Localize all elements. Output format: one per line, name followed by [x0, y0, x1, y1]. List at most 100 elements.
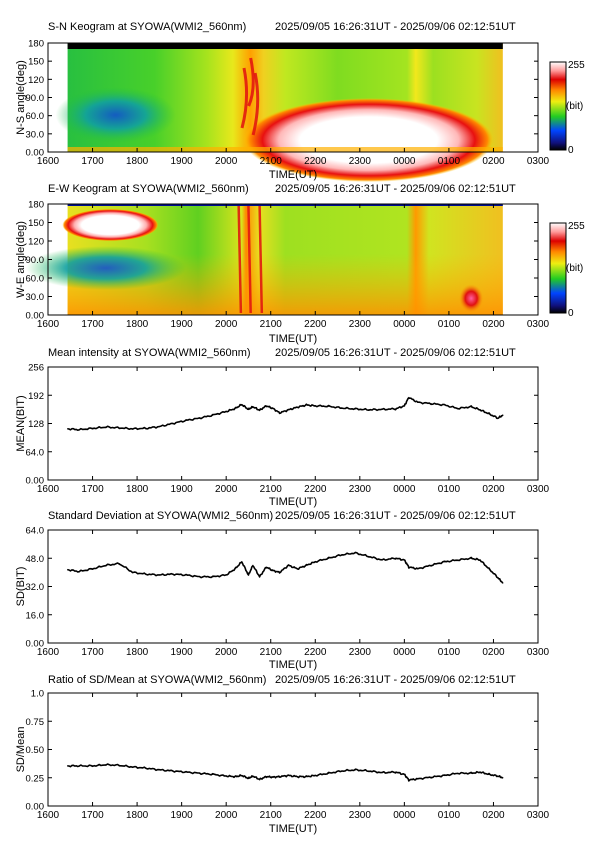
x-tick-label: 2300: [349, 156, 372, 167]
data-point: [287, 409, 290, 411]
data-point: [497, 577, 499, 579]
x-tick-label: 0200: [482, 156, 505, 167]
keogram-image: [55, 43, 503, 182]
y-tick-label: 120: [28, 75, 44, 86]
y-tick-label: 60.0: [26, 274, 45, 285]
colorbar-max-label: 255: [568, 221, 585, 232]
colorbar-max-label: 255: [568, 60, 585, 71]
panel-3: Standard Deviation at SYOWA(WMI2_560nm) 2…: [15, 510, 550, 671]
time-range: 2025/09/05 16:26:31UT - 2025/09/06 02:12…: [275, 510, 516, 522]
data-point: [368, 555, 370, 558]
data-point: [479, 559, 481, 561]
data-point: [296, 406, 299, 408]
data-point: [417, 401, 419, 403]
panel-0: S-N Keogram at SYOWA(WMI2_560nm) 2025/09/…: [15, 21, 550, 181]
dark-region: [25, 246, 186, 290]
colorbar-unit: (bit): [566, 263, 583, 274]
data-point: [158, 769, 160, 771]
x-tick-label: 1600: [37, 810, 60, 821]
x-tick-label: 1900: [171, 647, 194, 658]
x-tick-label: 1700: [81, 484, 104, 495]
colorbar-unit: (bit): [566, 101, 583, 112]
x-tick-label: 0100: [438, 319, 461, 330]
x-tick-label: 0300: [527, 484, 550, 495]
data-point: [241, 774, 243, 777]
data-point: [252, 775, 254, 777]
data-point: [91, 568, 94, 570]
data-point: [403, 405, 405, 407]
x-tick-label: 0300: [527, 647, 550, 658]
data-point: [470, 557, 472, 559]
x-tick-label: 1700: [81, 810, 104, 821]
x-tick-label: 0100: [438, 484, 461, 495]
time-range: 2025/09/05 16:26:31UT - 2025/09/06 02:12…: [275, 183, 516, 195]
y-tick-label: 180: [28, 200, 44, 211]
data-point: [470, 772, 472, 774]
x-tick-label: 2000: [215, 484, 238, 495]
data-point: [247, 574, 250, 576]
data-point: [403, 773, 405, 775]
data-point: [287, 564, 290, 566]
series-line: [67, 763, 503, 782]
zenith-mask: [67, 43, 503, 49]
series-line: [67, 551, 504, 584]
y-tick-label: 30.0: [26, 129, 45, 140]
data-point: [185, 419, 187, 422]
data-point: [158, 425, 160, 428]
y-tick-label: 0.00: [26, 639, 45, 650]
y-axis-label: W-E angle(deg): [15, 221, 27, 298]
colorbar-min-label: 0: [568, 308, 574, 319]
edge-band: [67, 204, 503, 206]
x-tick-label: 2100: [260, 484, 283, 495]
x-tick-label: 2300: [349, 647, 372, 658]
data-point: [132, 571, 134, 573]
x-tick-label: 1900: [171, 319, 194, 330]
panel-1: E-W Keogram at SYOWA(WMI2_560nm) 2025/09/…: [15, 183, 550, 345]
data-point: [198, 417, 201, 419]
data-point: [394, 408, 397, 410]
y-tick-label: 1.0: [31, 689, 44, 700]
panel-2: Mean intensity at SYOWA(WMI2_560nm) 2025/…: [15, 347, 550, 508]
data-point: [258, 576, 261, 578]
auroral-streak: [251, 72, 260, 136]
data-point: [403, 559, 405, 561]
data-point: [470, 406, 472, 408]
y-tick-label: 256: [28, 363, 44, 374]
x-axis-label: TIME(UT): [269, 659, 317, 671]
x-tick-label: 1700: [81, 319, 104, 330]
data-point: [488, 413, 490, 415]
colorbar-scale: [549, 61, 567, 151]
x-tick-label: 1700: [81, 647, 104, 658]
data-point: [272, 776, 274, 778]
data-point: [417, 778, 419, 780]
data-point: [247, 408, 250, 410]
chart-title: E-W Keogram at SYOWA(WMI2_560nm): [48, 183, 249, 195]
x-tick-label: 1800: [126, 810, 149, 821]
plot-frame: [47, 366, 539, 481]
y-tick-label: 128: [28, 419, 44, 430]
y-tick-label: 0.50: [26, 745, 45, 756]
data-point: [185, 574, 187, 576]
keogram-0: [55, 43, 503, 182]
x-tick-label: 2300: [349, 484, 372, 495]
data-point: [172, 422, 174, 425]
y-tick-label: 0.00: [26, 148, 45, 159]
data-point: [198, 576, 201, 578]
data-point: [296, 776, 299, 778]
data-point: [287, 774, 290, 777]
data-point: [341, 407, 343, 409]
data-point: [78, 765, 80, 767]
data-point: [394, 557, 397, 559]
x-tick-label: 2000: [215, 156, 238, 167]
colorbar: 255 (bit) 0: [549, 60, 585, 156]
x-tick-label: 2200: [304, 319, 327, 330]
x-tick-label: 1600: [37, 156, 60, 167]
x-tick-label: 2200: [304, 484, 327, 495]
data-point: [247, 777, 250, 779]
data-point: [118, 562, 120, 565]
data-point: [354, 408, 356, 410]
chart-title: Standard Deviation at SYOWA(WMI2_560nm): [48, 510, 273, 522]
x-tick-label: 0200: [482, 647, 505, 658]
data-point: [341, 554, 343, 556]
